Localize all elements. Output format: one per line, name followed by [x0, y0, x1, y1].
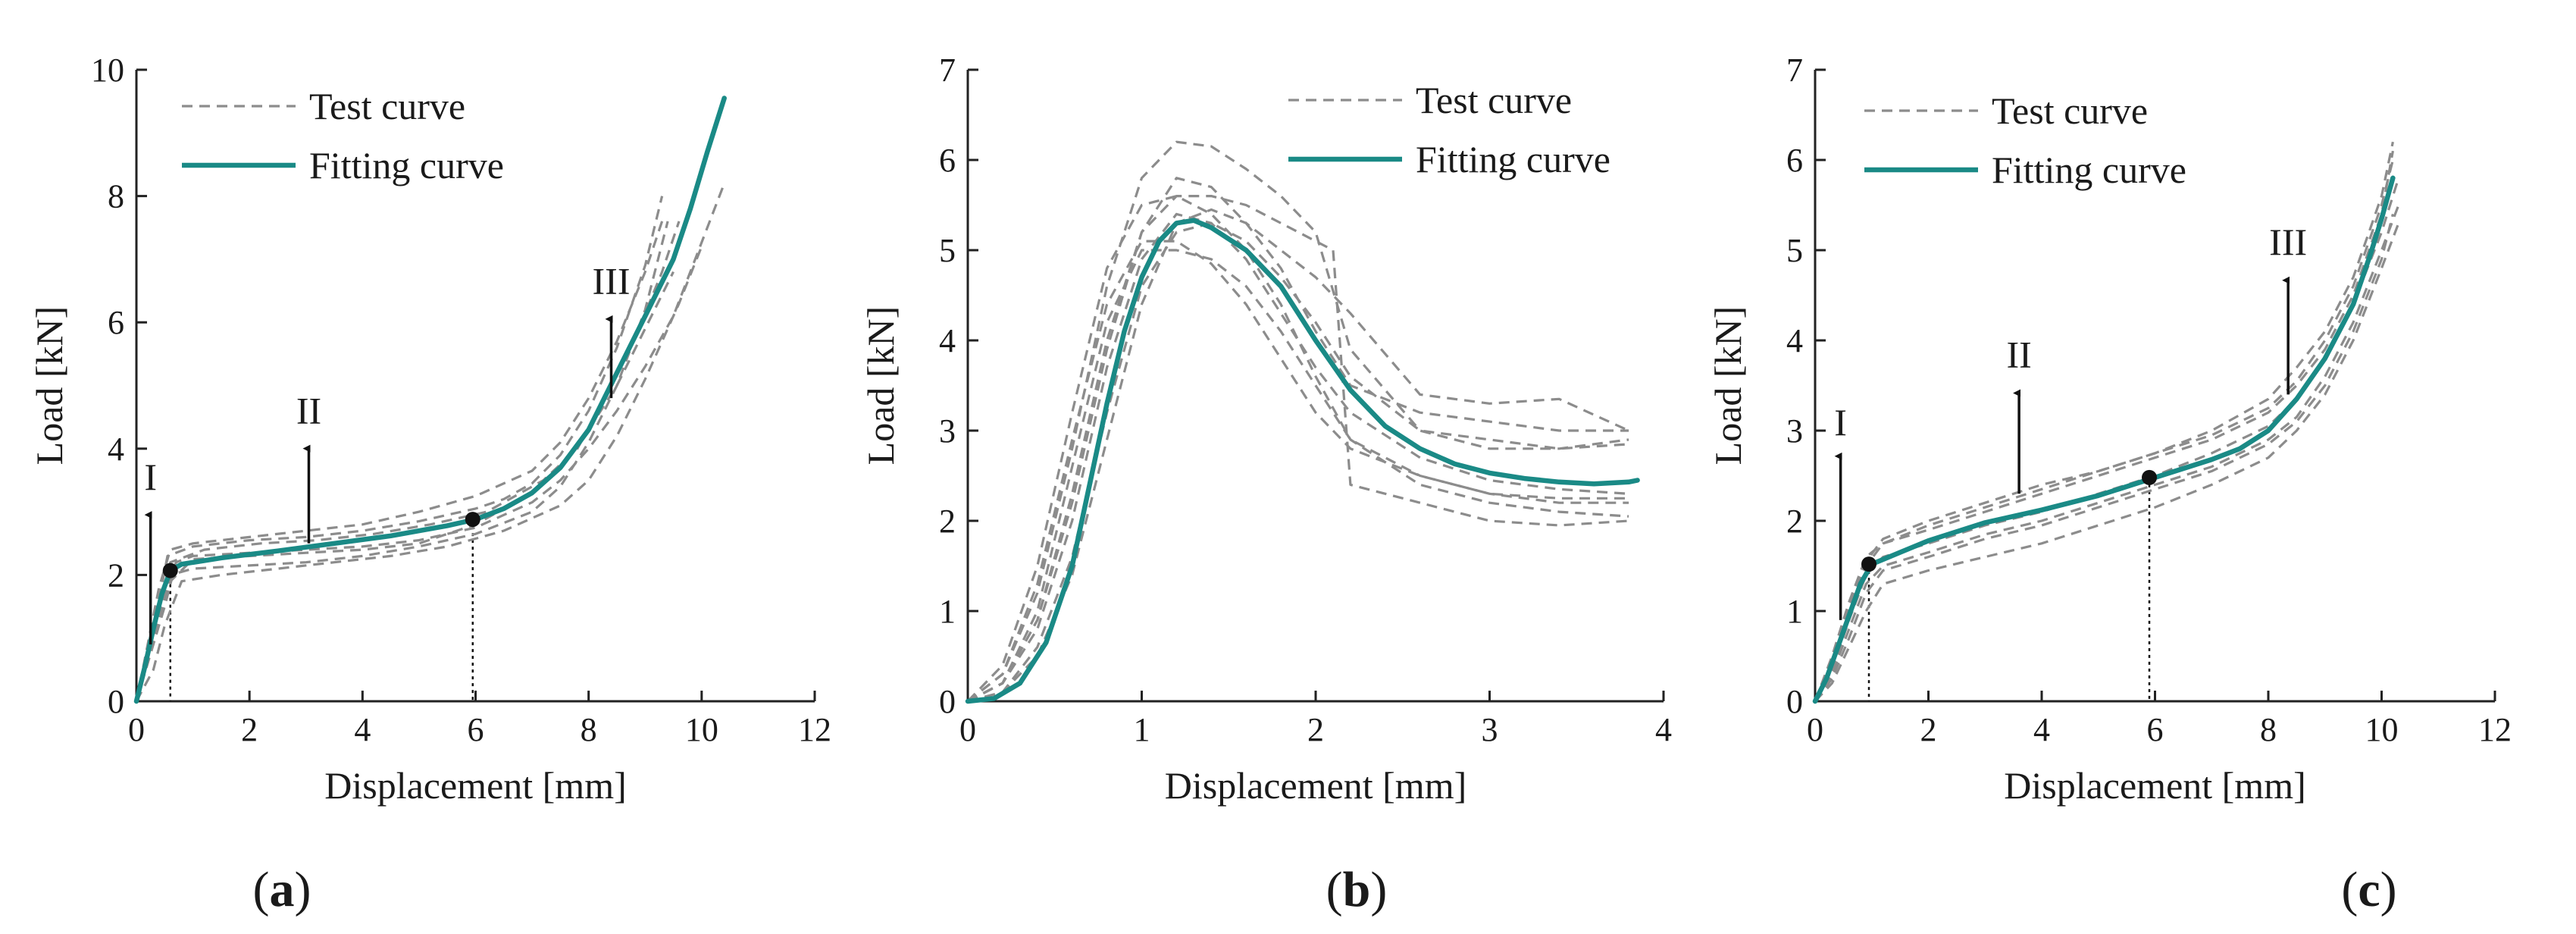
- x-tick-label: 2: [1920, 711, 1937, 748]
- stage-label: I: [1834, 401, 1847, 443]
- y-tick-label: 6: [108, 304, 124, 341]
- y-axis-title: Load [kN]: [859, 306, 902, 465]
- y-tick-label: 3: [1786, 412, 1803, 450]
- y-tick-label: 1: [939, 593, 956, 630]
- stage-label: II: [2006, 334, 2031, 376]
- y-tick-label: 7: [1786, 52, 1803, 89]
- legend-label: Fitting curve: [309, 144, 504, 186]
- y-tick-label: 6: [1786, 142, 1803, 179]
- y-tick-label: 2: [939, 503, 956, 540]
- test-curve: [967, 249, 1629, 703]
- stage-label: III: [2269, 221, 2307, 263]
- x-tick-label: 3: [1482, 711, 1498, 748]
- stage-label: II: [296, 389, 321, 431]
- x-tick-label: 12: [798, 711, 831, 748]
- legend: Test curve Fitting curve: [1864, 89, 2186, 191]
- legend-label: Test curve: [1992, 89, 2148, 132]
- y-tick-label: 10: [91, 52, 124, 89]
- y-tick-label: 2: [108, 556, 124, 594]
- y-tick-label: 2: [1786, 503, 1803, 540]
- x-tick-label: 12: [2478, 711, 2512, 748]
- fitting-curve: [965, 218, 1640, 704]
- test-curve: [967, 208, 1629, 703]
- chart-panel-b: 0 1 2 3 4 0 1 2 3 4 5 6 7 Displacement [mm] Load [kN] T…: [859, 52, 1672, 917]
- y-tick-label: 0: [1786, 683, 1803, 720]
- y-tick-label: 0: [939, 683, 956, 720]
- legend-label: Fitting curve: [1416, 138, 1610, 180]
- test-curve: [1814, 150, 2394, 702]
- test-curve: [966, 195, 1629, 703]
- x-tick-label: 10: [685, 711, 718, 748]
- y-tick-label: 4: [939, 322, 956, 359]
- x-tick-label: 4: [354, 711, 371, 748]
- y-tick-label: 4: [108, 431, 124, 468]
- test-curve: [967, 212, 1629, 703]
- panel-caption: (b): [1326, 862, 1388, 917]
- y-tick-label: 5: [939, 232, 956, 269]
- y-tick-label: 1: [1786, 593, 1803, 630]
- x-tick-label: 6: [468, 711, 484, 748]
- x-tick-label: 1: [1134, 711, 1150, 748]
- test-curve: [135, 271, 675, 702]
- y-tick-label: 8: [108, 178, 124, 215]
- x-tick-label: 2: [1307, 711, 1324, 748]
- y-tick-label: 0: [108, 683, 124, 720]
- legend-label: Fitting curve: [1992, 149, 2186, 191]
- test-curve: [1814, 204, 2400, 702]
- x-axis-title: Displacement [mm]: [324, 764, 627, 807]
- test-curve: [1814, 159, 2394, 702]
- test-curve: [135, 221, 664, 702]
- x-tick-label: 0: [128, 711, 145, 748]
- x-tick-label: 6: [2147, 711, 2164, 748]
- test-curve: [967, 221, 1629, 703]
- x-tick-label: 8: [581, 711, 597, 748]
- panel-caption: (c): [2341, 862, 2396, 917]
- transition-point-marker: [1861, 556, 1877, 572]
- y-axis-title: Load [kN]: [1707, 306, 1749, 465]
- legend-label: Test curve: [1416, 79, 1572, 121]
- y-tick-label: 5: [1786, 232, 1803, 269]
- test-curve: [967, 195, 1629, 703]
- x-tick-label: 2: [241, 711, 258, 748]
- x-tick-label: 0: [959, 711, 976, 748]
- fitting-curve: [133, 96, 727, 704]
- test-curve: [135, 246, 703, 702]
- y-tick-label: 4: [1786, 322, 1803, 359]
- x-tick-label: 8: [2260, 711, 2277, 748]
- stage-label: I: [144, 456, 157, 498]
- test-curve: [1814, 214, 2394, 702]
- y-tick-label: 7: [939, 52, 956, 89]
- transition-point-marker: [2142, 469, 2158, 485]
- transition-point-marker: [465, 512, 480, 528]
- test-curve: [1814, 222, 2400, 703]
- test-curve: [1814, 177, 2400, 702]
- x-axis-title: Displacement [mm]: [1165, 764, 1467, 807]
- test-curve: [135, 221, 669, 702]
- stage-label: III: [593, 260, 631, 302]
- x-tick-label: 4: [1655, 711, 1672, 748]
- test-curve: [135, 183, 726, 702]
- x-tick-label: 10: [2365, 711, 2399, 748]
- x-axis-title: Displacement [mm]: [2004, 764, 2306, 807]
- chart-panel-a: 0 2 4 6 8 10 12 0 2 4 6 8 10 Displacement [mm] Load [k…: [28, 52, 831, 917]
- y-axis-title: Load [kN]: [28, 306, 70, 465]
- test-curve: [967, 240, 1629, 703]
- test-curve: [135, 196, 664, 702]
- test-curve: [967, 140, 1629, 703]
- legend: Test curve Fitting curve: [182, 85, 504, 186]
- y-tick-label: 6: [939, 142, 956, 179]
- y-tick-label: 3: [939, 412, 956, 450]
- transition-point-marker: [162, 563, 178, 578]
- x-tick-label: 4: [2033, 711, 2050, 748]
- x-tick-label: 0: [1807, 711, 1823, 748]
- legend-label: Test curve: [309, 85, 465, 127]
- panel-caption: (a): [253, 862, 311, 917]
- test-curve: [967, 177, 1629, 703]
- fitting-curve: [1812, 175, 2396, 704]
- legend: Test curve Fitting curve: [1288, 79, 1610, 180]
